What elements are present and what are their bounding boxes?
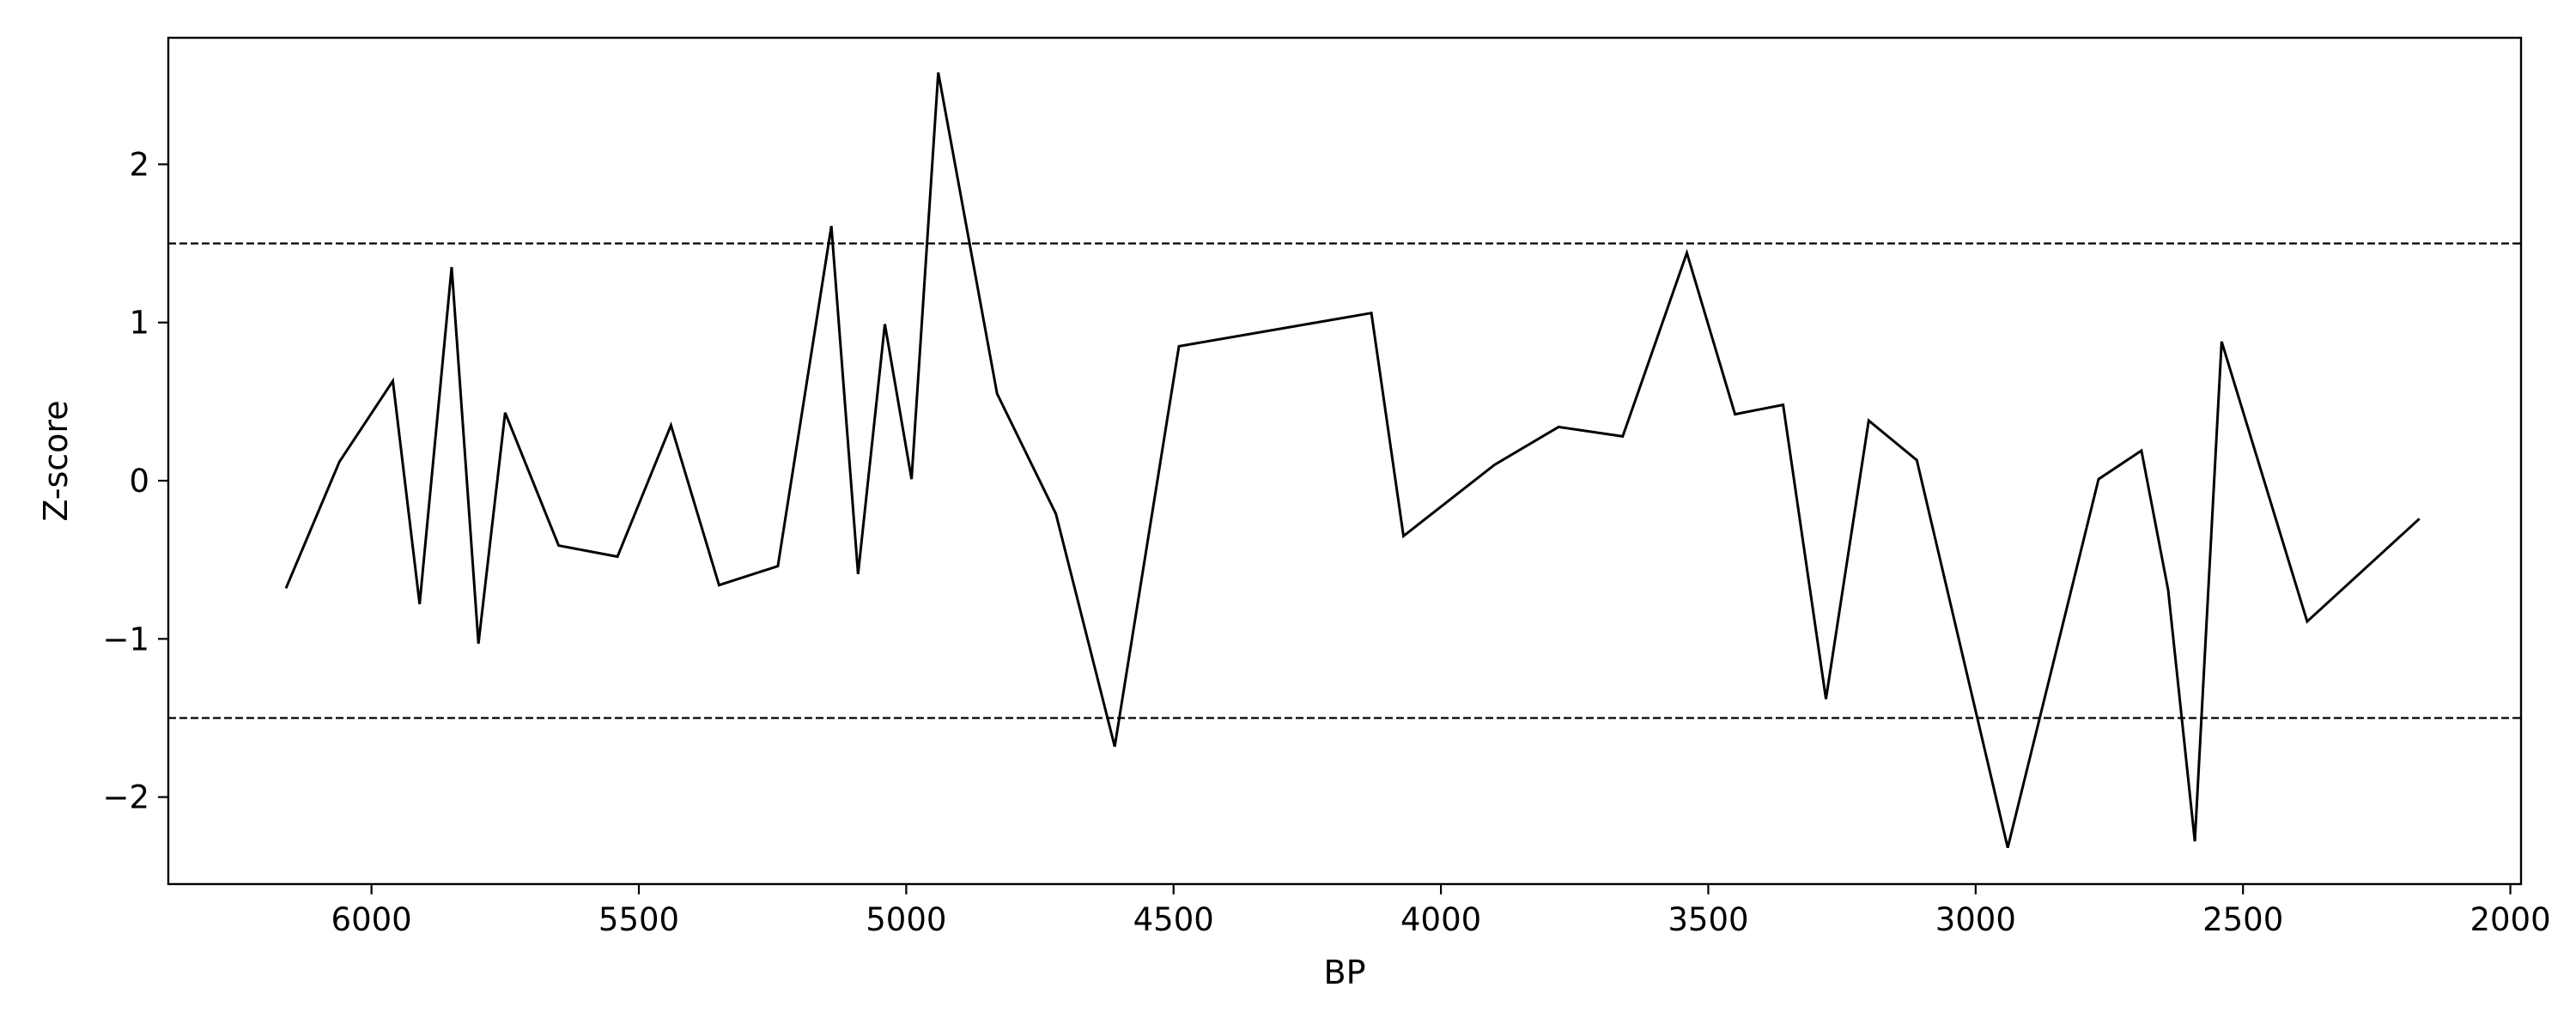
series-layer [284, 72, 2421, 848]
x-tick-label: 3000 [1935, 901, 2016, 938]
y-tick-label: −2 [102, 779, 149, 816]
x-tick-label: 5000 [866, 901, 946, 938]
x-tick-label: 4000 [1400, 901, 1481, 938]
x-tick-label: 5500 [598, 901, 679, 938]
x-axis: 6000 5500 5000 4500 4000 3500 3000 2500 2000 [331, 884, 2551, 938]
y-axis: −2 −1 0 1 2 [102, 146, 168, 816]
x-tick-label: 6000 [331, 901, 412, 938]
reference-lines [168, 242, 2521, 719]
y-tick-label: 0 [129, 463, 149, 500]
plot-frame [167, 36, 2523, 886]
y-tick-label: 1 [129, 305, 149, 342]
y-tick-label: 2 [129, 146, 149, 183]
y-tick-label: −1 [102, 621, 149, 657]
x-tick-label: 4500 [1133, 901, 1214, 938]
series-line-0 [284, 72, 2421, 848]
x-tick-label: 2000 [2470, 901, 2550, 938]
x-tick-label: 2500 [2202, 901, 2283, 938]
y-axis-label: Z-score [37, 400, 75, 521]
x-tick-label: 3500 [1668, 901, 1748, 938]
x-axis-label: BP [1324, 954, 1366, 991]
